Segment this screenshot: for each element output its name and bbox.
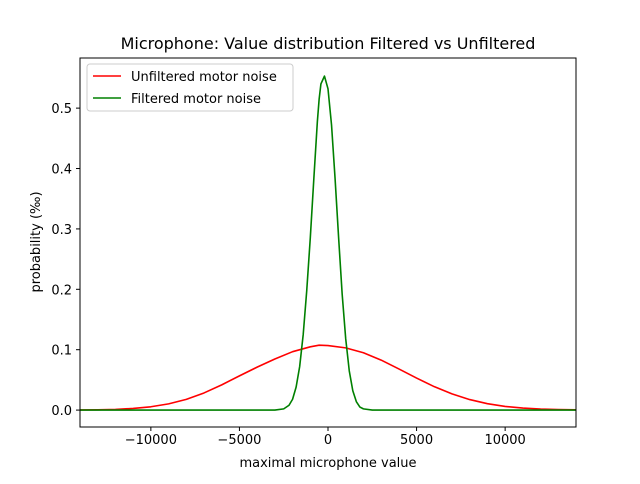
x-axis: −10000 −5000 0 5000 10000 [125,427,526,448]
x-tick-label: −10000 [125,433,177,448]
y-axis-label: probability (‰) [29,191,44,292]
y-tick-label: 0.2 [51,283,72,298]
legend-label: Filtered motor noise [131,92,261,107]
series-layer [80,75,576,411]
legend-frame [86,63,294,112]
y-tick-label: 0.4 [51,163,72,178]
x-axis-label: maximal microphone value [239,456,416,471]
y-tick-label: 0.3 [51,223,72,238]
x-tick-label: 0 [324,433,332,448]
series-line-unfiltered [80,344,576,411]
y-tick-label: 0.5 [51,102,72,117]
x-tick-label: 10000 [484,433,525,448]
legend: Unfiltered motor noise Filtered motor noi… [86,63,294,112]
y-axis: 0.0 0.1 0.2 0.3 0.4 0.5 [51,102,80,419]
series-line-filtered [80,75,576,411]
chart-title: Microphone: Value distribution Filtered … [121,34,536,53]
x-tick-label: 5000 [400,433,433,448]
legend-label: Unfiltered motor noise [131,70,277,85]
x-tick-label: −5000 [217,433,261,448]
y-tick-label: 0.1 [51,344,72,359]
y-tick-label: 0.0 [51,404,72,419]
